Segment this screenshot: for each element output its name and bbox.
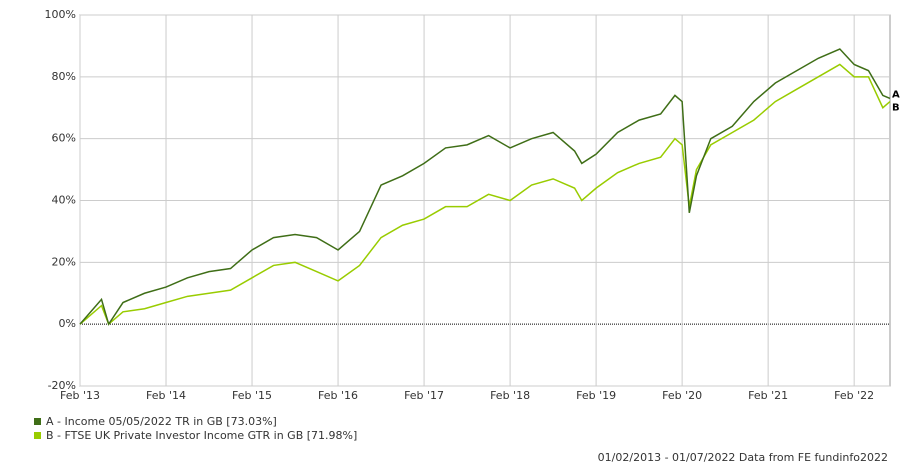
x-tick-label: Feb '14	[146, 389, 186, 402]
x-tick-label: Feb '21	[748, 389, 788, 402]
x-tick-label: Feb '15	[232, 389, 272, 402]
x-tick-label: Feb '22	[834, 389, 874, 402]
y-tick-label: 100%	[45, 8, 76, 21]
footer: 01/02/2013 - 01/07/2022 Data from FE fun…	[598, 451, 888, 464]
x-tick-label: Feb '17	[404, 389, 444, 402]
series-end-label: B	[892, 103, 900, 114]
y-tick-label: 40%	[52, 194, 76, 207]
series-line	[79, 48, 891, 326]
y-tick-label: 0%	[59, 317, 76, 330]
x-tick-label: Feb '19	[576, 389, 616, 402]
series-line	[79, 63, 891, 326]
series-end-label: A	[892, 89, 900, 100]
x-tick-label: Feb '20	[662, 389, 702, 402]
y-tick-label: 60%	[52, 132, 76, 145]
x-tick-label: Feb '13	[60, 389, 100, 402]
legend-label: B - FTSE UK Private Investor Income GTR …	[46, 429, 357, 442]
legend-label: A - Income 05/05/2022 TR in GB [73.03%]	[46, 415, 277, 428]
y-tick-label: -20%	[48, 379, 76, 392]
legend-swatch	[34, 432, 41, 439]
y-tick-label: 80%	[52, 70, 76, 83]
y-tick-label: 20%	[52, 255, 76, 268]
x-tick-label: Feb '18	[490, 389, 530, 402]
legend-swatch	[34, 418, 41, 425]
x-tick-label: Feb '16	[318, 389, 358, 402]
